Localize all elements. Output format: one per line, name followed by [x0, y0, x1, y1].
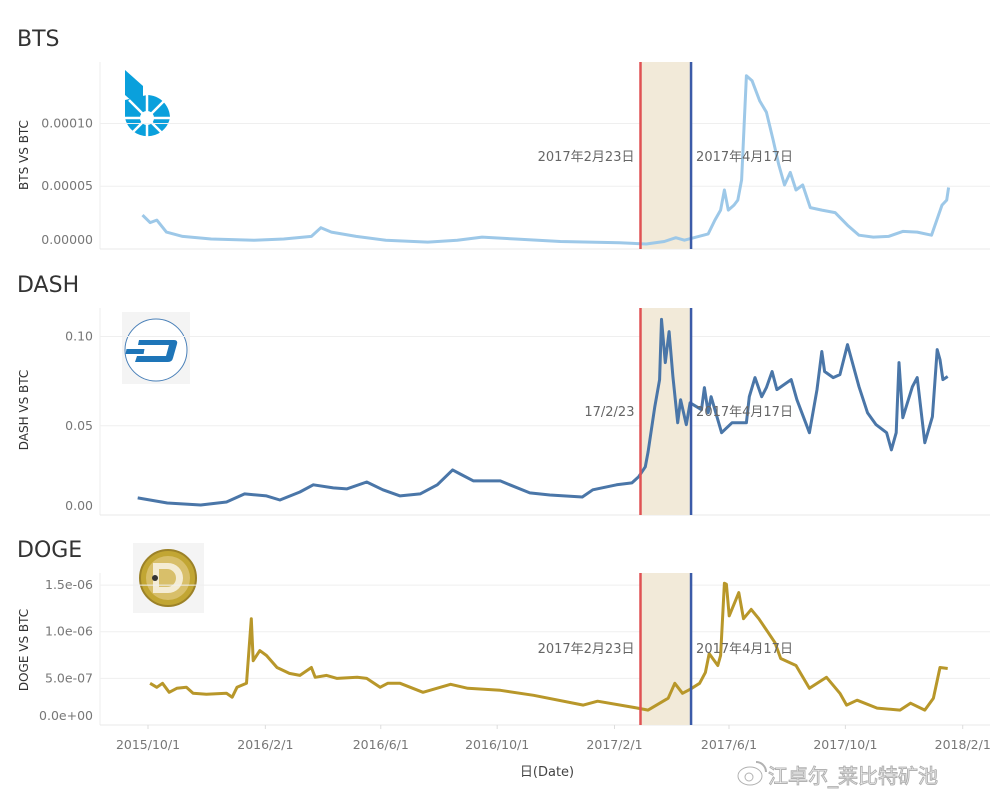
x-tick-label: 2017/10/1: [813, 737, 877, 752]
y-tick-label: 0.10: [65, 329, 93, 344]
watermark: 江卓尔_莱比特矿池: [737, 761, 939, 789]
reference-line-label: 2017年2月23日: [538, 150, 635, 165]
series-line-doge: [149, 581, 948, 712]
y-tick-label: 1.0e-06: [45, 624, 93, 639]
panel-dash: DASH DASH VS BTC 0.10 0.05 0.00 17/2/23 2017年4…: [17, 273, 990, 516]
x-axis-title: 日(Date): [520, 765, 574, 780]
panel-title: DASH: [17, 273, 79, 298]
y-axis-title: DASH VS BTC: [17, 370, 31, 451]
series-line-dash: [137, 317, 949, 507]
x-tick-label: 2016/2/1: [237, 737, 293, 752]
highlight-band: [640, 62, 692, 249]
reference-line-label: 2017年2月23日: [538, 642, 635, 657]
y-axis-title: DOGE VS BTC: [17, 609, 31, 691]
y-tick-label: 0.0e+00: [39, 708, 93, 723]
highlight-band: [640, 573, 692, 725]
dash-logo: [122, 312, 190, 384]
x-tick-label: 2015/10/1: [116, 737, 180, 752]
panel-title: DOGE: [17, 538, 82, 563]
reference-line-label: 17/2/23: [584, 405, 634, 420]
x-tick-label: 2017/2/1: [586, 737, 642, 752]
x-axis: 2015/10/1 2016/2/1 2016/6/1 2016/10/1 2017/2…: [116, 725, 991, 752]
y-tick-label: 1.5e-06: [45, 577, 93, 592]
y-tick-label: 5.0e-07: [45, 670, 93, 685]
x-tick-label: 2016/6/1: [353, 737, 409, 752]
series-line-bts: [141, 74, 951, 246]
weibo-icon: [737, 761, 767, 786]
bitshares-logo: [121, 70, 173, 144]
dogecoin-logo: [133, 543, 204, 613]
panel-doge: DOGE DOGE VS BTC 1.5e-06 1.0e-06 5.0e-07 0.0e…: [17, 538, 990, 726]
y-tick-label: 0.05: [65, 418, 93, 433]
x-tick-label: 2017/6/1: [701, 737, 757, 752]
panel-bts: BTS BTS VS BTC 0.00010 0.00005 0.00000 2017年2…: [17, 27, 990, 250]
y-tick-label: 0.00: [65, 498, 93, 513]
y-tick-label: 0.00005: [41, 178, 93, 193]
panel-title: BTS: [17, 27, 60, 52]
reference-line-label: 2017年4月17日: [696, 642, 793, 657]
watermark-text: 江卓尔_莱比特矿池: [768, 764, 938, 788]
x-tick-label: 2016/10/1: [465, 737, 529, 752]
x-tick-label: 2018/2/1: [935, 737, 991, 752]
reference-line-label: 2017年4月17日: [696, 405, 793, 420]
y-axis-title: BTS VS BTC: [17, 120, 31, 190]
reference-line-label: 2017年4月17日: [696, 150, 793, 165]
y-tick-label: 0.00010: [41, 115, 93, 130]
y-tick-label: 0.00000: [41, 232, 93, 247]
